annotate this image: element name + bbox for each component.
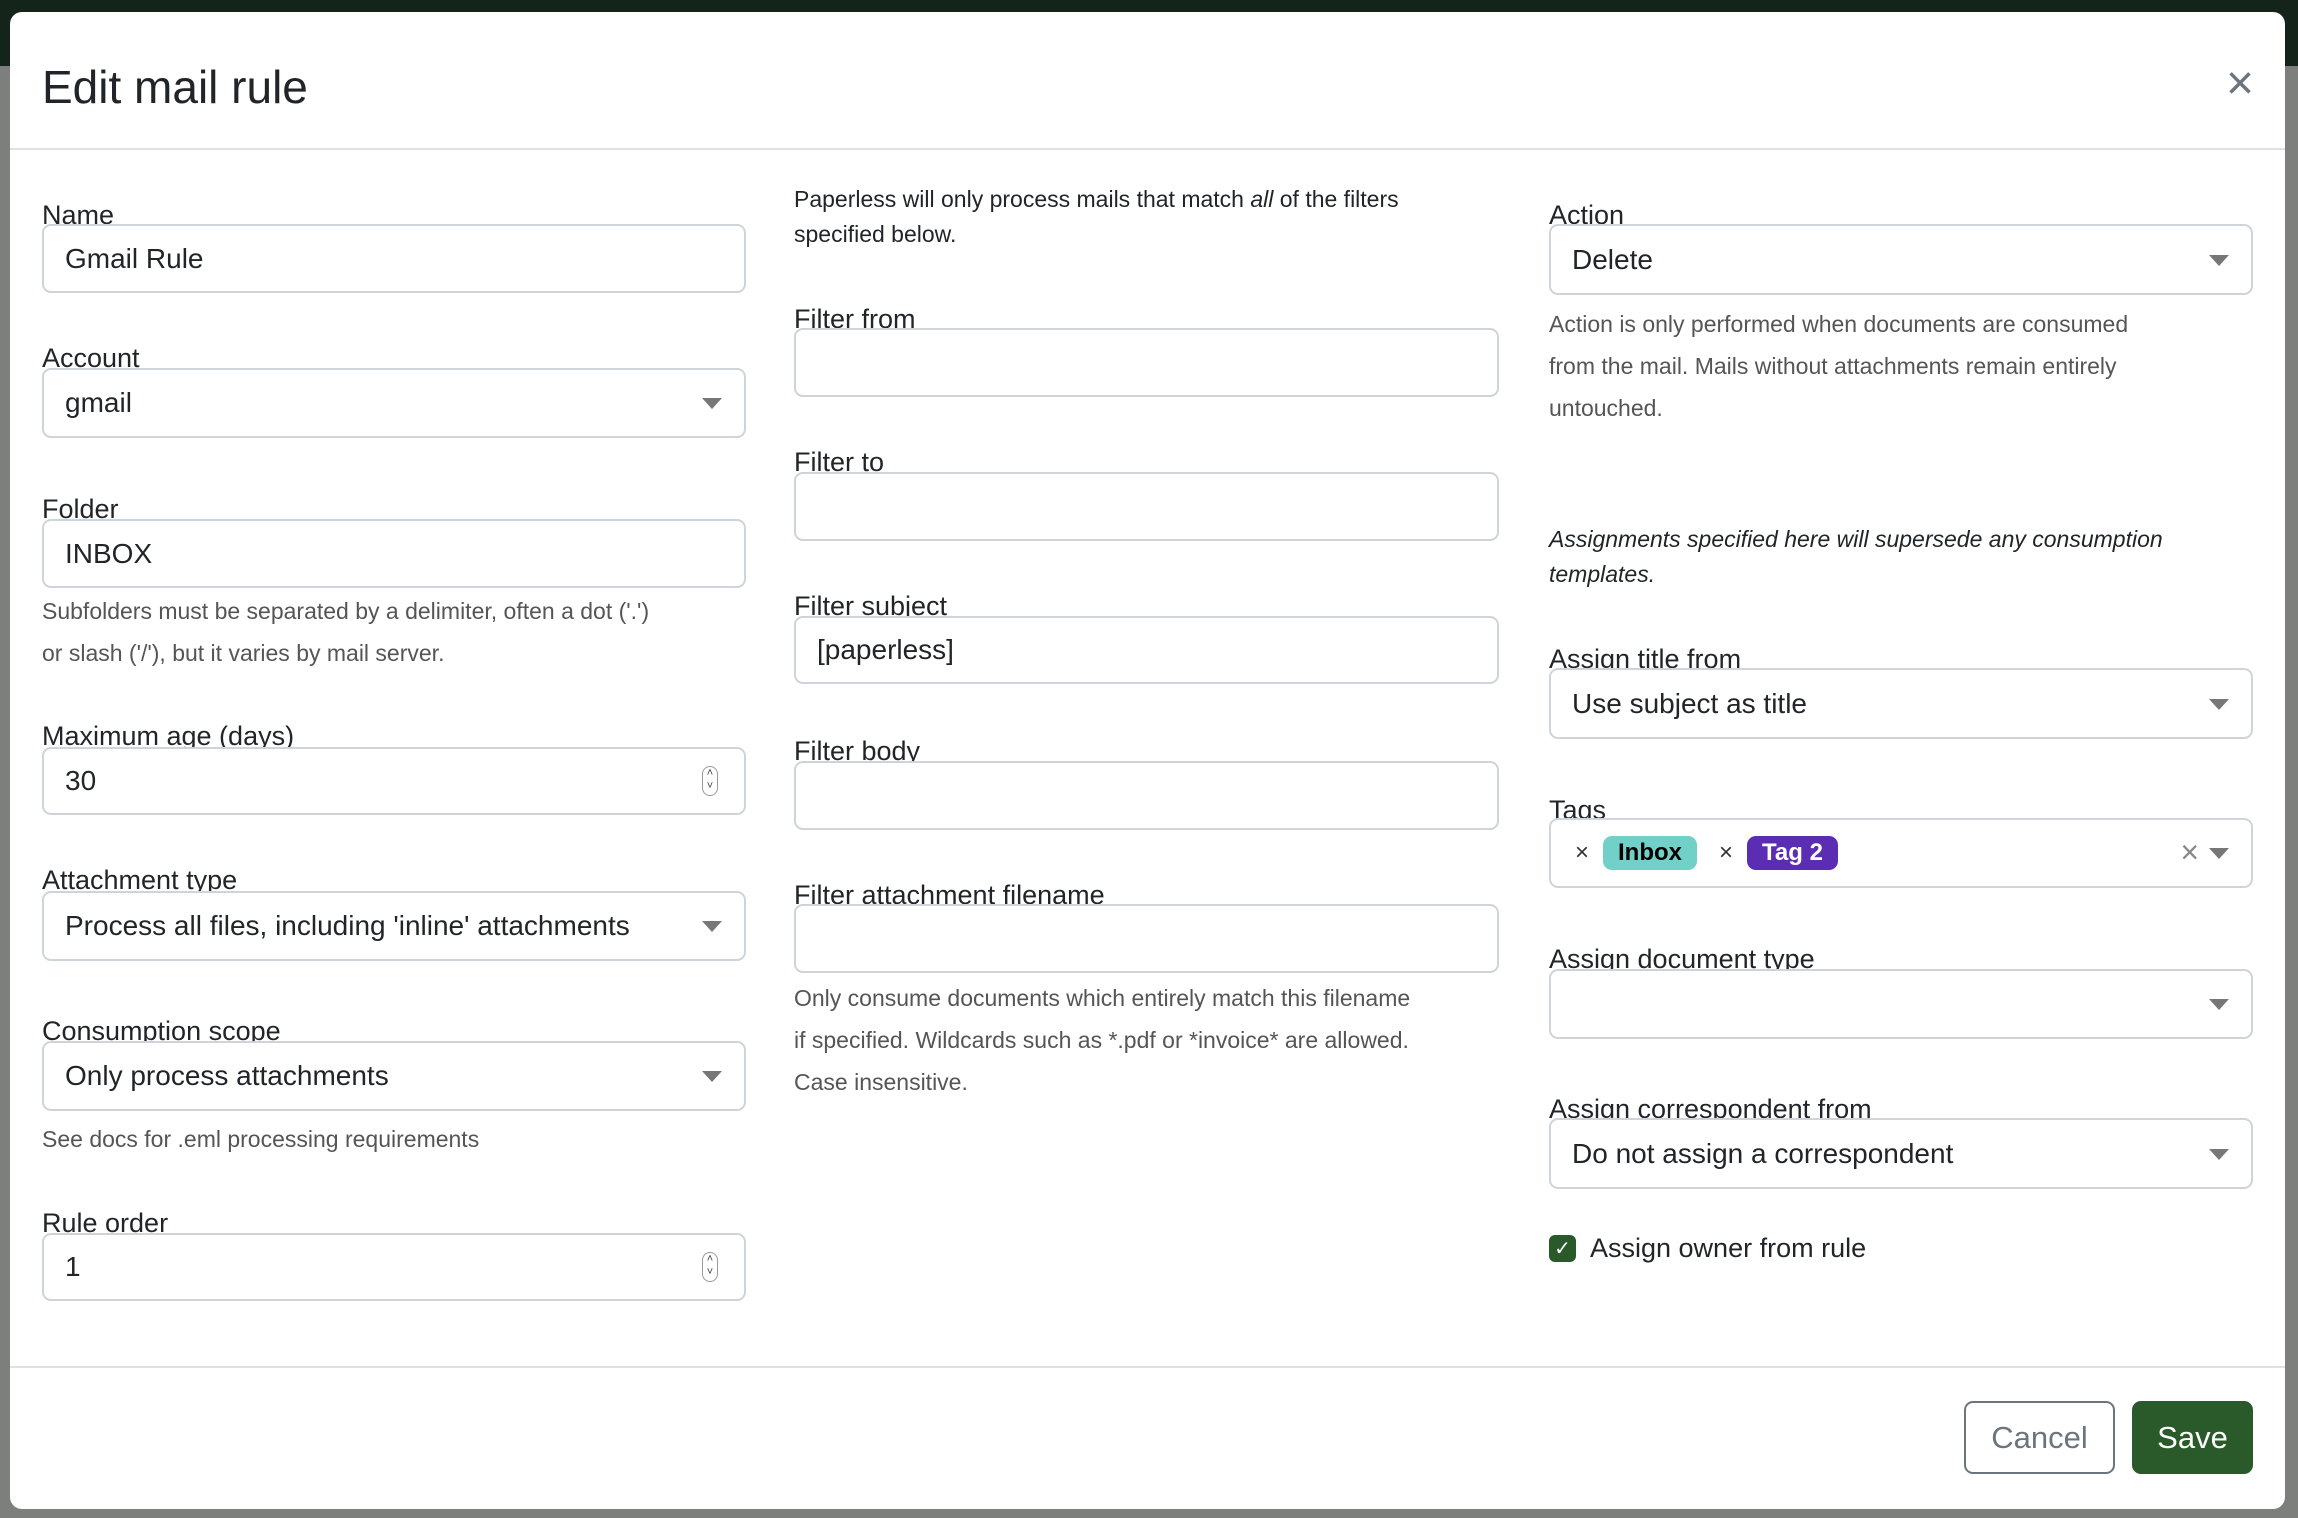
filter-body-input[interactable] <box>794 761 1499 830</box>
consumption-scope-value: Only process attachments <box>65 1060 389 1091</box>
stepper-icon[interactable]: ˄ ˅ <box>702 1252 718 1282</box>
chevron-down-icon <box>2209 1148 2229 1160</box>
assignments-note: Assignments specified here will supersed… <box>1549 522 2163 592</box>
filter-subject-value: [paperless] <box>817 634 954 665</box>
action-help: Action is only performed when documents … <box>1549 303 2128 429</box>
checkbox-checked-icon[interactable]: ✓ <box>1549 1235 1576 1262</box>
chevron-down-icon <box>2209 254 2229 266</box>
folder-value: INBOX <box>65 537 153 569</box>
chevron-down-icon <box>702 1071 722 1082</box>
max-age-value: 30 <box>65 765 97 796</box>
action-value: Delete <box>1572 243 1653 275</box>
name-input[interactable]: Gmail Rule <box>42 224 746 293</box>
attachment-type-select[interactable]: Process all files, including 'inline' at… <box>42 891 746 961</box>
intro-text: of the filters <box>1273 186 1399 212</box>
chevron-down-icon <box>2209 698 2229 710</box>
note-line: Assignments specified here will supersed… <box>1549 526 2163 552</box>
folder-help-line: Subfolders must be separated by a delimi… <box>42 598 650 624</box>
attachment-type-value: Process all files, including 'inline' at… <box>65 910 630 941</box>
correspondent-select[interactable]: Do not assign a correspondent <box>1549 1118 2253 1189</box>
filter-attachment-input[interactable] <box>794 904 1499 973</box>
save-button[interactable]: Save <box>2132 1401 2253 1474</box>
name-value: Gmail Rule <box>65 242 204 274</box>
help-line: untouched. <box>1549 395 1663 421</box>
help-line: if specified. Wildcards such as *.pdf or… <box>794 1027 1409 1053</box>
intro-text: specified below. <box>794 221 957 247</box>
rule-order-input[interactable]: 1 ˄ ˅ <box>42 1233 746 1301</box>
assign-owner-label: Assign owner from rule <box>1590 1233 1867 1263</box>
tag-chip: Inbox <box>1603 836 1698 870</box>
edit-mail-rule-dialog: Edit mail rule × Name Gmail Rule Account… <box>10 12 2285 1509</box>
dialog-title: Edit mail rule <box>42 61 308 113</box>
intro-emphasis: all <box>1250 186 1274 212</box>
filter-attachment-help: Only consume documents which entirely ma… <box>794 977 1410 1103</box>
filter-subject-input[interactable]: [paperless] <box>794 616 1499 684</box>
chevron-down-icon <box>702 398 722 409</box>
assign-owner-checkbox-row[interactable]: ✓ Assign owner from rule <box>1549 1233 1866 1264</box>
attachment-type-label: Attachment type <box>42 865 238 895</box>
correspondent-value: Do not assign a correspondent <box>1572 1137 1954 1169</box>
chevron-down-icon <box>702 921 722 932</box>
help-line: from the mail. Mails without attachments… <box>1549 353 2117 379</box>
header-divider <box>10 148 2285 150</box>
filter-to-input[interactable] <box>794 472 1499 541</box>
assign-title-select[interactable]: Use subject as title <box>1549 668 2253 739</box>
max-age-label: Maximum age (days) <box>42 721 295 751</box>
footer-divider <box>10 1366 2285 1368</box>
consumption-scope-select[interactable]: Only process attachments <box>42 1041 746 1111</box>
consumption-scope-help: See docs for .eml processing requirement… <box>42 1126 480 1152</box>
help-line: Only consume documents which entirely ma… <box>794 985 1411 1011</box>
cancel-button[interactable]: Cancel <box>1964 1401 2115 1474</box>
remove-tag-icon[interactable]: × <box>1575 839 1590 866</box>
close-icon[interactable]: × <box>2225 57 2255 110</box>
assign-title-value: Use subject as title <box>1572 687 1807 719</box>
filters-intro: Paperless will only process mails that m… <box>794 182 1399 252</box>
folder-help-line: or slash ('/'), but it varies by mail se… <box>42 640 445 666</box>
rule-order-value: 1 <box>65 1251 81 1282</box>
tag-chip: Tag 2 <box>1747 836 1838 870</box>
folder-input[interactable]: INBOX <box>42 519 746 588</box>
note-line: templates. <box>1549 561 1656 587</box>
account-select[interactable]: gmail <box>42 368 746 438</box>
stepper-icon[interactable]: ˄ ˅ <box>702 766 718 796</box>
remove-tag-icon[interactable]: × <box>1719 839 1734 866</box>
help-line: Action is only performed when documents … <box>1549 311 2129 337</box>
doc-type-select[interactable] <box>1549 969 2253 1039</box>
tags-select[interactable]: × Inbox × Tag 2 × <box>1549 818 2253 888</box>
filter-from-input[interactable] <box>794 328 1499 397</box>
help-line: Case insensitive. <box>794 1069 968 1095</box>
intro-text: Paperless will only process mails that m… <box>794 186 1251 212</box>
account-value: gmail <box>65 387 132 418</box>
max-age-input[interactable]: 30 ˄ ˅ <box>42 747 746 815</box>
action-select[interactable]: Delete <box>1549 224 2253 295</box>
chevron-down-icon <box>2209 999 2229 1010</box>
chevron-down-icon <box>2209 848 2229 859</box>
clear-all-icon[interactable]: × <box>2180 834 2199 870</box>
folder-help: Subfolders must be separated by a delimi… <box>42 590 649 674</box>
